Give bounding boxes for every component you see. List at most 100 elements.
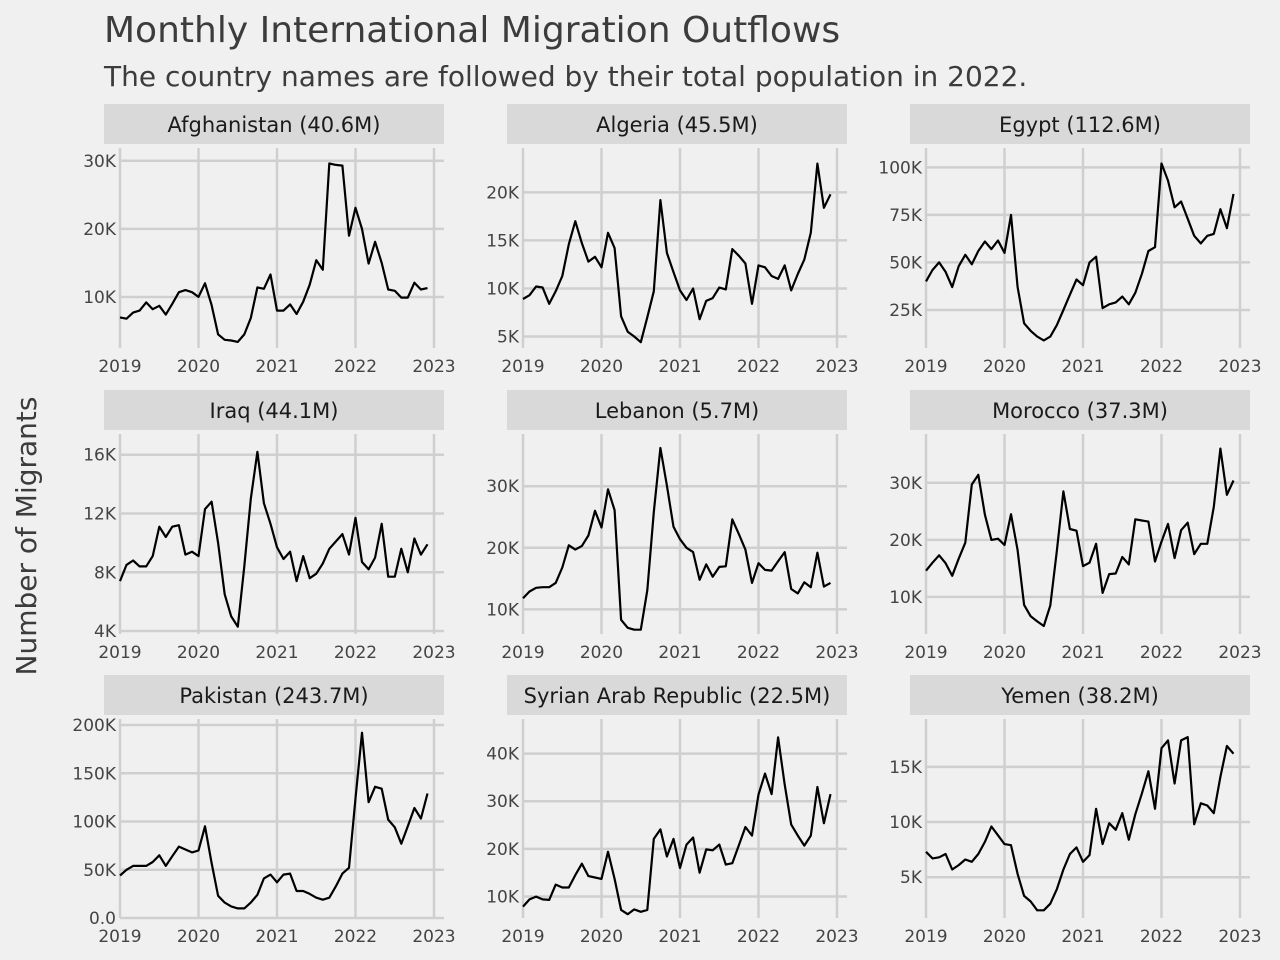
x-tick-label: 2023 — [815, 927, 858, 947]
x-tick-label: 2020 — [580, 927, 623, 947]
x-tick-label: 2019 — [904, 643, 947, 663]
y-tick-label: 10K — [83, 288, 117, 308]
y-tick-label: 5K — [497, 327, 520, 347]
facet-strip-label: Pakistan (243.7M) — [179, 684, 368, 708]
x-tick-label: 2021 — [658, 927, 701, 947]
y-tick-label: 15K — [486, 231, 520, 251]
x-tick-label: 2020 — [983, 643, 1026, 663]
y-tick-label: 20K — [486, 539, 520, 559]
x-tick-label: 2020 — [983, 357, 1026, 377]
y-tick-label: 10K — [889, 813, 923, 833]
x-tick-label: 2023 — [815, 357, 858, 377]
facet-strip-label: Morocco (37.3M) — [992, 399, 1168, 423]
series-line — [522, 162, 832, 344]
series-line — [925, 447, 1235, 628]
x-tick-label: 2020 — [580, 643, 623, 663]
x-tick-label: 2020 — [177, 357, 220, 377]
x-tick-label: 2020 — [983, 927, 1026, 947]
chart-subtitle: The country names are followed by their … — [103, 60, 1027, 93]
x-tick-label: 2019 — [98, 357, 141, 377]
facet-strip — [507, 390, 847, 430]
y-tick-label: 0.0 — [89, 909, 116, 929]
facet-panel: Pakistan (243.7M) 2019 2020 2021 2022 2023 0.0… — [72, 675, 456, 947]
facet-strip-label: Lebanon (5.7M) — [595, 399, 760, 423]
series-line — [925, 735, 1235, 912]
y-tick-label: 15K — [889, 758, 923, 778]
facet-strip — [910, 390, 1250, 430]
x-tick-label: 2023 — [412, 927, 455, 947]
x-tick-label: 2022 — [737, 927, 780, 947]
y-tick-label: 10K — [486, 888, 520, 908]
x-tick-label: 2022 — [1140, 357, 1183, 377]
y-tick-label: 16K — [83, 446, 117, 466]
x-tick-label: 2019 — [501, 643, 544, 663]
facet-strip — [104, 390, 444, 430]
y-tick-label: 10K — [486, 600, 520, 620]
x-tick-label: 2023 — [412, 643, 455, 663]
facet-panel: Morocco (37.3M) 2019 2020 2021 2022 2023 10K 20… — [889, 390, 1262, 663]
facet-panel: Yemen (38.2M) 2019 2020 2021 2022 2023 5K 10K 15… — [889, 675, 1262, 947]
x-tick-label: 2023 — [1218, 357, 1261, 377]
x-tick-label: 2019 — [904, 357, 947, 377]
y-tick-label: 50K — [83, 861, 117, 881]
x-tick-label: 2023 — [815, 643, 858, 663]
x-tick-label: 2019 — [98, 927, 141, 947]
facet-panel: Afghanistan (40.6M) 2019 2020 2021 2022 2023 1… — [83, 104, 456, 377]
y-tick-label: 75K — [889, 206, 923, 226]
facet-panel: Syrian Arab Republic (22.5M) 2019 2020 2021… — [486, 675, 859, 947]
facet-panel: Egypt (112.6M) 2019 2020 2021 2022 2023 25K 50K… — [878, 104, 1262, 377]
y-tick-label: 40K — [486, 745, 520, 765]
x-tick-label: 2020 — [177, 927, 220, 947]
x-tick-label: 2019 — [98, 643, 141, 663]
x-tick-label: 2022 — [737, 357, 780, 377]
facet-strip — [910, 104, 1250, 144]
y-tick-label: 30K — [486, 792, 520, 812]
y-axis-label: Number of Migrants — [10, 397, 43, 676]
y-tick-label: 100K — [878, 158, 922, 178]
facet-panel: Lebanon (5.7M) 2019 2020 2021 2022 2023 10K 20K… — [486, 390, 859, 663]
x-tick-label: 2021 — [1061, 643, 1104, 663]
y-tick-label: 50K — [889, 253, 923, 273]
facet-strip-label: Syrian Arab Republic (22.5M) — [524, 684, 831, 708]
facet-strip — [910, 675, 1250, 715]
facet-strip — [104, 104, 444, 144]
x-tick-label: 2021 — [1061, 927, 1104, 947]
x-tick-label: 2022 — [737, 643, 780, 663]
x-tick-label: 2019 — [501, 927, 544, 947]
y-tick-label: 12K — [83, 504, 117, 524]
x-tick-label: 2022 — [334, 357, 377, 377]
x-tick-label: 2021 — [255, 927, 298, 947]
y-tick-label: 25K — [889, 301, 923, 321]
y-tick-label: 30K — [486, 477, 520, 497]
y-tick-label: 200K — [72, 716, 116, 736]
x-tick-label: 2022 — [334, 927, 377, 947]
x-tick-label: 2021 — [255, 643, 298, 663]
y-tick-label: 10K — [486, 279, 520, 299]
x-tick-label: 2022 — [1140, 643, 1183, 663]
facet-strip-label: Algeria (45.5M) — [596, 113, 758, 137]
y-tick-label: 100K — [72, 813, 116, 833]
x-tick-label: 2023 — [1218, 927, 1261, 947]
chart-title: Monthly International Migration Outflows — [104, 10, 840, 51]
x-tick-label: 2019 — [501, 357, 544, 377]
facet-strip — [507, 675, 847, 715]
y-tick-label: 30K — [889, 474, 923, 494]
facet-strip-label: Egypt (112.6M) — [999, 113, 1161, 137]
y-tick-label: 4K — [94, 622, 117, 642]
x-tick-label: 2020 — [580, 357, 623, 377]
series-line — [522, 446, 832, 631]
facet-strip-label: Iraq (44.1M) — [210, 399, 339, 423]
x-tick-label: 2023 — [412, 357, 455, 377]
x-tick-label: 2019 — [904, 927, 947, 947]
y-tick-label: 20K — [486, 840, 520, 860]
y-tick-label: 20K — [486, 183, 520, 203]
facet-grid: Afghanistan (40.6M) 2019 2020 2021 2022 2023 1… — [72, 104, 1262, 947]
x-tick-label: 2023 — [1218, 643, 1261, 663]
x-tick-label: 2021 — [255, 357, 298, 377]
series-line — [119, 731, 429, 910]
y-tick-label: 20K — [889, 531, 923, 551]
series-line — [119, 162, 428, 343]
y-tick-label: 5K — [900, 868, 923, 888]
facet-panel: Algeria (45.5M) 2019 2020 2021 2022 2023 5K 10K… — [486, 104, 859, 377]
